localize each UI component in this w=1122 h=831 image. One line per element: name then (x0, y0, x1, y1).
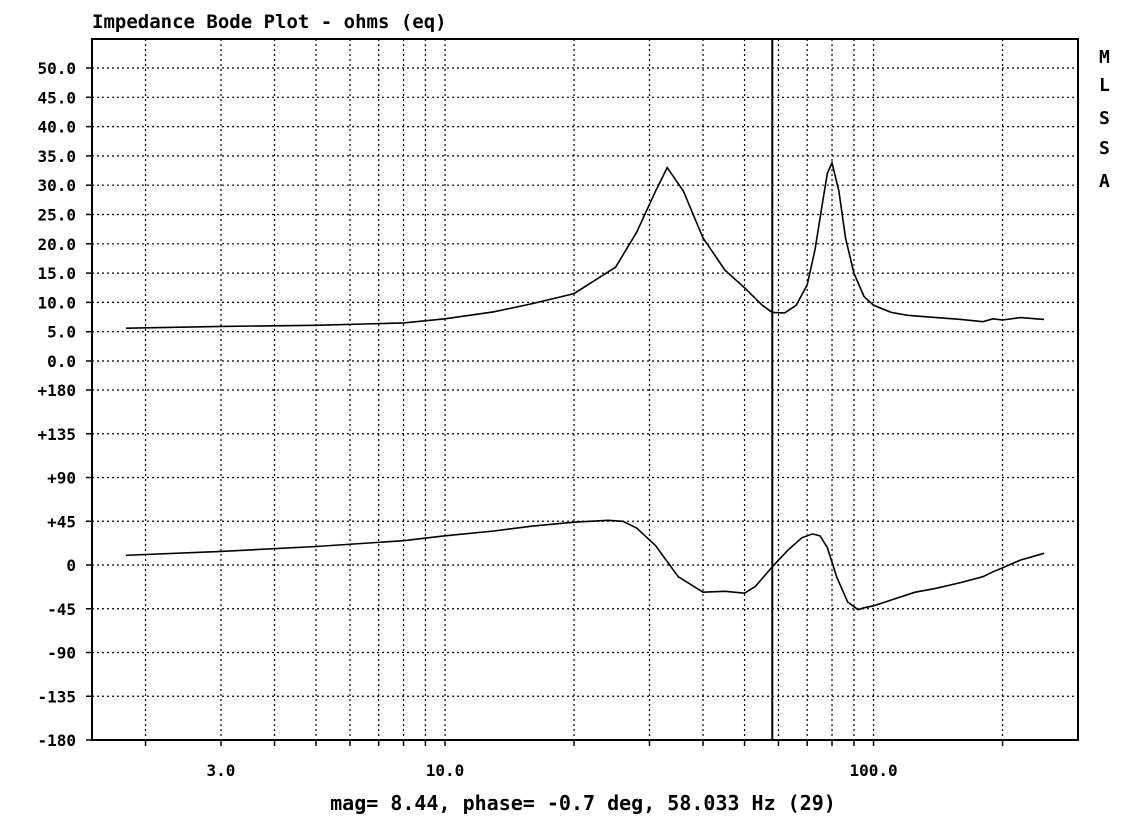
y-tick-label: 50.0 (37, 59, 76, 78)
x-axis-tick-labels: 3.0 10.0 100.0 (207, 761, 898, 780)
chart-title: Impedance Bode Plot - ohms (eq) (92, 11, 447, 33)
y-tick-label: 10.0 (37, 293, 76, 312)
y-tick-label: 30.0 (37, 176, 76, 195)
plot-frame (91, 38, 1079, 741)
y-tick-label: +90 (47, 469, 76, 488)
y-tick-label: 0 (66, 556, 76, 575)
y-tick-label: 20.0 (37, 235, 76, 254)
axes (86, 38, 1079, 746)
side-letter: S (1099, 108, 1110, 129)
y-tick-label: 15.0 (37, 264, 76, 283)
y-tick-label: +180 (37, 381, 76, 400)
y-tick-label: 40.0 (37, 118, 76, 137)
series-phase-line (125, 519, 1045, 611)
y-tick-label: 45.0 (37, 88, 76, 107)
x-tick-label: 3.0 (207, 761, 236, 780)
y-tick-label: -135 (37, 687, 76, 706)
y-axis-tick-labels: 50.0 45.0 40.0 35.0 30.0 25.0 20.0 15.0 10.0 5.0 0… (37, 59, 76, 750)
side-letter: M (1099, 47, 1110, 68)
y-tick-label: 25.0 (37, 206, 76, 225)
cursor-readout: mag= 8.44, phase= -0.7 deg, 58.033 Hz (2… (330, 791, 836, 815)
y-tick-label: +45 (47, 512, 76, 531)
x-tick-label: 10.0 (426, 761, 465, 780)
measurement-mode-label: M L S S A (1099, 47, 1110, 192)
y-tick-label: 35.0 (37, 147, 76, 166)
series-magnitude-line (125, 160, 1045, 329)
series (125, 160, 1045, 611)
grid (92, 39, 1078, 741)
y-tick-label: -45 (47, 600, 76, 619)
x-tick-label: 100.0 (849, 761, 897, 780)
y-tick-label: 5.0 (47, 323, 76, 342)
y-tick-label: 0.0 (47, 352, 76, 371)
y-tick-label: -90 (47, 644, 76, 663)
side-letter: S (1099, 138, 1110, 159)
y-tick-label: +135 (37, 425, 76, 444)
side-letter: A (1099, 171, 1110, 192)
side-letter: L (1099, 75, 1110, 96)
y-tick-label: -180 (37, 731, 76, 750)
